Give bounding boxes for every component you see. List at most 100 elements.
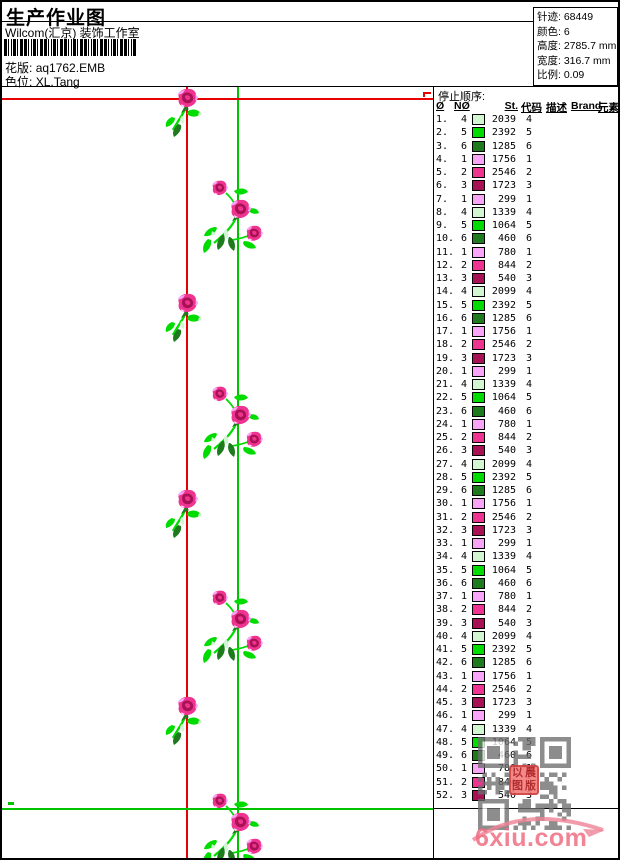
col-header-description: 描述	[546, 102, 567, 114]
thread-color-swatch	[472, 498, 485, 510]
stop-sequence-header: Ø NØ St. 代码 描述 Brand 元素	[434, 100, 618, 114]
thread-code: 2	[525, 511, 533, 523]
stop-sequence-row: 17. 1 1756 1	[434, 325, 618, 338]
thread-color-swatch	[472, 153, 485, 165]
row-number: 8.	[436, 206, 449, 218]
thread-code: 2	[525, 604, 533, 616]
stop-sequence-row: 20. 1 299 1	[434, 365, 618, 378]
row-number: 10.	[436, 233, 455, 245]
stamp-character: 图	[512, 780, 523, 792]
row-number: 7.	[436, 193, 449, 205]
stop-sequence-row: 36. 6 460 6	[434, 577, 618, 590]
stitch-count: 1756	[491, 326, 516, 337]
thread-color-swatch	[472, 220, 485, 231]
thread-color-swatch	[472, 259, 485, 271]
stop-sequence-row: 14. 4 2099 4	[434, 285, 618, 298]
row-number: 47.	[436, 723, 455, 735]
thread-color-swatch	[472, 273, 485, 284]
needle-number: 1	[460, 246, 468, 258]
row-number: 4.	[436, 153, 449, 165]
stop-sequence-row: 8. 4 1339 4	[434, 206, 618, 219]
stitch-count: 2392	[491, 471, 516, 483]
stitch-count: 2546	[491, 511, 516, 523]
row-number: 2.	[436, 127, 449, 139]
stitch-count: 780	[497, 246, 516, 258]
row-number: 15.	[436, 299, 455, 311]
thread-code: 5	[525, 644, 533, 655]
row-number: 34.	[436, 551, 455, 563]
stop-sequence-row: 29. 6 1285 6	[434, 484, 618, 497]
thread-color-swatch	[472, 644, 485, 655]
thread-code: 5	[525, 392, 533, 404]
stitch-count: 299	[497, 365, 516, 377]
stitch-count: 540	[497, 617, 516, 629]
stitch-count: 1723	[491, 524, 516, 536]
stitch-count: 780	[497, 418, 516, 430]
needle-number: 3	[460, 789, 468, 801]
stop-sequence-row: 43. 1 1756 1	[434, 670, 618, 683]
thread-color-swatch	[472, 697, 485, 708]
studio-name: Wilcom(汇京) 装饰工作室	[5, 26, 140, 40]
stop-sequence-row: 24. 1 780 1	[434, 418, 618, 431]
needle-number: 6	[460, 577, 468, 589]
thread-code: 1	[525, 710, 533, 722]
stop-sequence-row: 28. 5 2392 5	[434, 471, 618, 484]
thread-code: 6	[525, 485, 533, 496]
thread-color-swatch	[472, 538, 485, 549]
stop-sequence-row: 42. 6 1285 6	[434, 656, 618, 669]
thread-code: 2	[525, 432, 533, 443]
stop-sequence-row: 12. 2 844 2	[434, 259, 618, 272]
stop-sequence-row: 2. 5 2392 5	[434, 126, 618, 139]
thread-color-swatch	[472, 405, 485, 417]
thread-code: 2	[525, 339, 533, 351]
thread-code: 6	[525, 233, 533, 245]
stitch-count: 1756	[491, 153, 516, 165]
col-header-code: 代码	[521, 102, 542, 114]
stitch-count: 2099	[491, 458, 516, 470]
needle-number: 4	[460, 114, 468, 125]
green-vertical-guide	[237, 87, 239, 858]
needle-number: 4	[460, 630, 468, 642]
thread-color-swatch	[472, 710, 485, 722]
stop-sequence-row: 38. 2 844 2	[434, 603, 618, 616]
stop-sequence-row: 39. 3 540 3	[434, 617, 618, 630]
stop-sequence-row: 9. 5 1064 5	[434, 219, 618, 232]
stitch-count: 780	[497, 591, 516, 602]
row-number: 36.	[436, 577, 455, 589]
stop-sequence-row: 41. 5 2392 5	[434, 643, 618, 656]
thread-code: 2	[525, 683, 533, 695]
stop-sequence-row: 15. 5 2392 5	[434, 299, 618, 312]
thread-code: 2	[525, 259, 533, 271]
thread-code: 4	[525, 379, 533, 390]
row-number: 40.	[436, 630, 455, 642]
needle-number: 2	[460, 776, 468, 788]
rose-single-motif	[165, 88, 209, 138]
needle-number: 1	[460, 153, 468, 165]
green-horizontal-guide	[2, 808, 433, 810]
thread-color-swatch	[472, 140, 485, 152]
row-number: 50.	[436, 763, 455, 775]
thread-color-swatch	[472, 365, 485, 377]
stop-sequence-row: 1. 4 2039 4	[434, 113, 618, 126]
thread-color-swatch	[472, 630, 485, 642]
stop-sequence-row: 25. 2 844 2	[434, 431, 618, 444]
thread-color-swatch	[472, 445, 485, 457]
row-number: 24.	[436, 418, 455, 430]
thread-code: 4	[525, 206, 533, 218]
color-position-value: XL.Tang	[35, 75, 80, 89]
rose-cluster-motif	[202, 589, 270, 671]
thread-code: 5	[525, 127, 533, 139]
row-number: 17.	[436, 326, 455, 337]
thread-code: 4	[525, 630, 533, 642]
row-number: 22.	[436, 392, 455, 404]
needle-number: 3	[460, 273, 468, 284]
needle-number: 5	[460, 644, 468, 655]
stitch-count: 2546	[491, 683, 516, 695]
thread-color-swatch	[472, 127, 485, 139]
row-number: 3.	[436, 140, 449, 152]
thread-code: 3	[525, 445, 533, 457]
info-row: 针迹: 68449	[537, 11, 594, 23]
needle-number: 4	[460, 286, 468, 298]
thread-code: 1	[525, 246, 533, 258]
stop-sequence-row: 4. 1 1756 1	[434, 153, 618, 166]
